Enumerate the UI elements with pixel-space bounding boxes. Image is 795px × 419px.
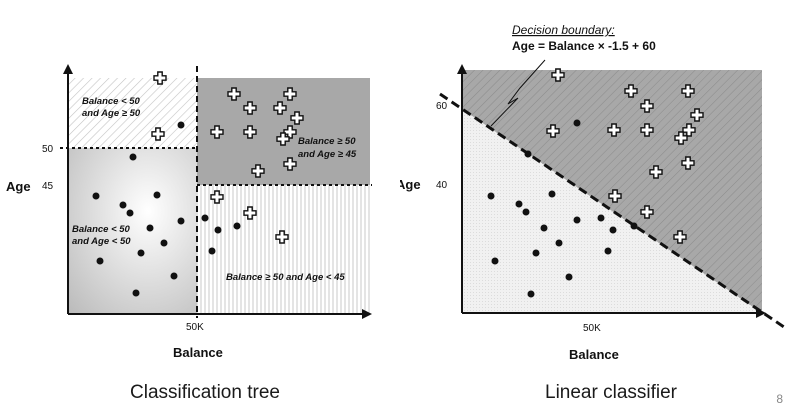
x-axis-label: Balance [173, 345, 223, 360]
x-axis-label: Balance [569, 347, 619, 362]
region-top-left [68, 78, 197, 148]
x-axis-arrow-icon [362, 309, 372, 319]
negative-point [609, 226, 617, 234]
negative-point [548, 190, 556, 198]
negative-point [540, 224, 548, 232]
negative-point [597, 214, 605, 222]
region-label-bottom-left-line2: and Age < 50 [72, 236, 131, 247]
negative-point [132, 289, 140, 297]
negative-point [515, 200, 523, 208]
negative-point [129, 153, 137, 161]
region-label-bottom-left-line1: Balance < 50 [72, 224, 131, 235]
region-label-top-left-line1: Balance < 50 [82, 96, 141, 107]
region-bottom-left [68, 148, 197, 314]
negative-point [96, 257, 104, 265]
y-tick-45: 45 [42, 181, 54, 192]
negative-point [137, 249, 145, 257]
negative-point [604, 247, 612, 255]
region-label-top-right-line1: Balance ≥ 50 [298, 136, 356, 147]
y-axis-label: Age [6, 179, 31, 194]
negative-point [532, 249, 540, 257]
x-tick-50k: 50K [583, 323, 601, 334]
region-label-top-right-line2: and Age ≥ 45 [298, 149, 357, 160]
negative-point [208, 247, 216, 255]
negative-point [177, 121, 185, 129]
boundary-title: Decision boundary: [512, 23, 615, 37]
boundary-callout-line [490, 59, 546, 127]
negative-point [555, 239, 563, 247]
linear-classifier-panel: 60 40 Age 50K Balance Decision boundary:… [396, 0, 795, 414]
negative-point [201, 214, 209, 222]
y-axis-label: Age [400, 177, 421, 192]
negative-point [491, 257, 499, 265]
region-label-bottom-right: Balance ≥ 50 and Age < 45 [226, 272, 345, 283]
negative-point [146, 224, 154, 232]
y-tick-60: 60 [436, 101, 448, 112]
boundary-equation: Age = Balance × -1.5 + 60 [512, 39, 656, 53]
negative-point [177, 217, 185, 225]
linear-classifier-diagram: 60 40 Age 50K Balance Decision boundary:… [396, 23, 785, 362]
negative-point [233, 222, 241, 230]
y-tick-50: 50 [42, 144, 54, 155]
negative-point [170, 272, 178, 280]
x-tick-50k: 50K [186, 322, 204, 333]
caption-classification-tree: Classification tree [130, 382, 280, 403]
negative-point [487, 192, 495, 200]
negative-point [119, 201, 127, 209]
region-bottom-right [197, 185, 370, 314]
negative-point [524, 150, 532, 158]
negative-point [153, 191, 161, 199]
negative-point [126, 209, 134, 217]
x-axis-arrow-icon [756, 308, 766, 318]
slide-number: 8 [776, 392, 783, 406]
negative-point [630, 222, 638, 230]
negative-point [522, 208, 530, 216]
caption-linear-classifier: Linear classifier [545, 382, 677, 403]
classification-tree-diagram: 50 45 Age 50K Balance Balance < 50 and A… [6, 64, 372, 360]
y-tick-40: 40 [436, 180, 448, 191]
classification-tree-panel: 50 45 Age 50K Balance Balance < 50 and A… [0, 0, 400, 414]
negative-point [527, 290, 535, 298]
negative-point [573, 216, 581, 224]
negative-point [573, 119, 581, 127]
negative-point [160, 239, 168, 247]
negative-point [92, 192, 100, 200]
negative-point [214, 226, 222, 234]
negative-point [565, 273, 573, 281]
y-axis-arrow-icon [63, 64, 73, 74]
region-label-top-left-line2: and Age ≥ 50 [82, 108, 141, 119]
y-axis-arrow-icon [457, 64, 467, 74]
